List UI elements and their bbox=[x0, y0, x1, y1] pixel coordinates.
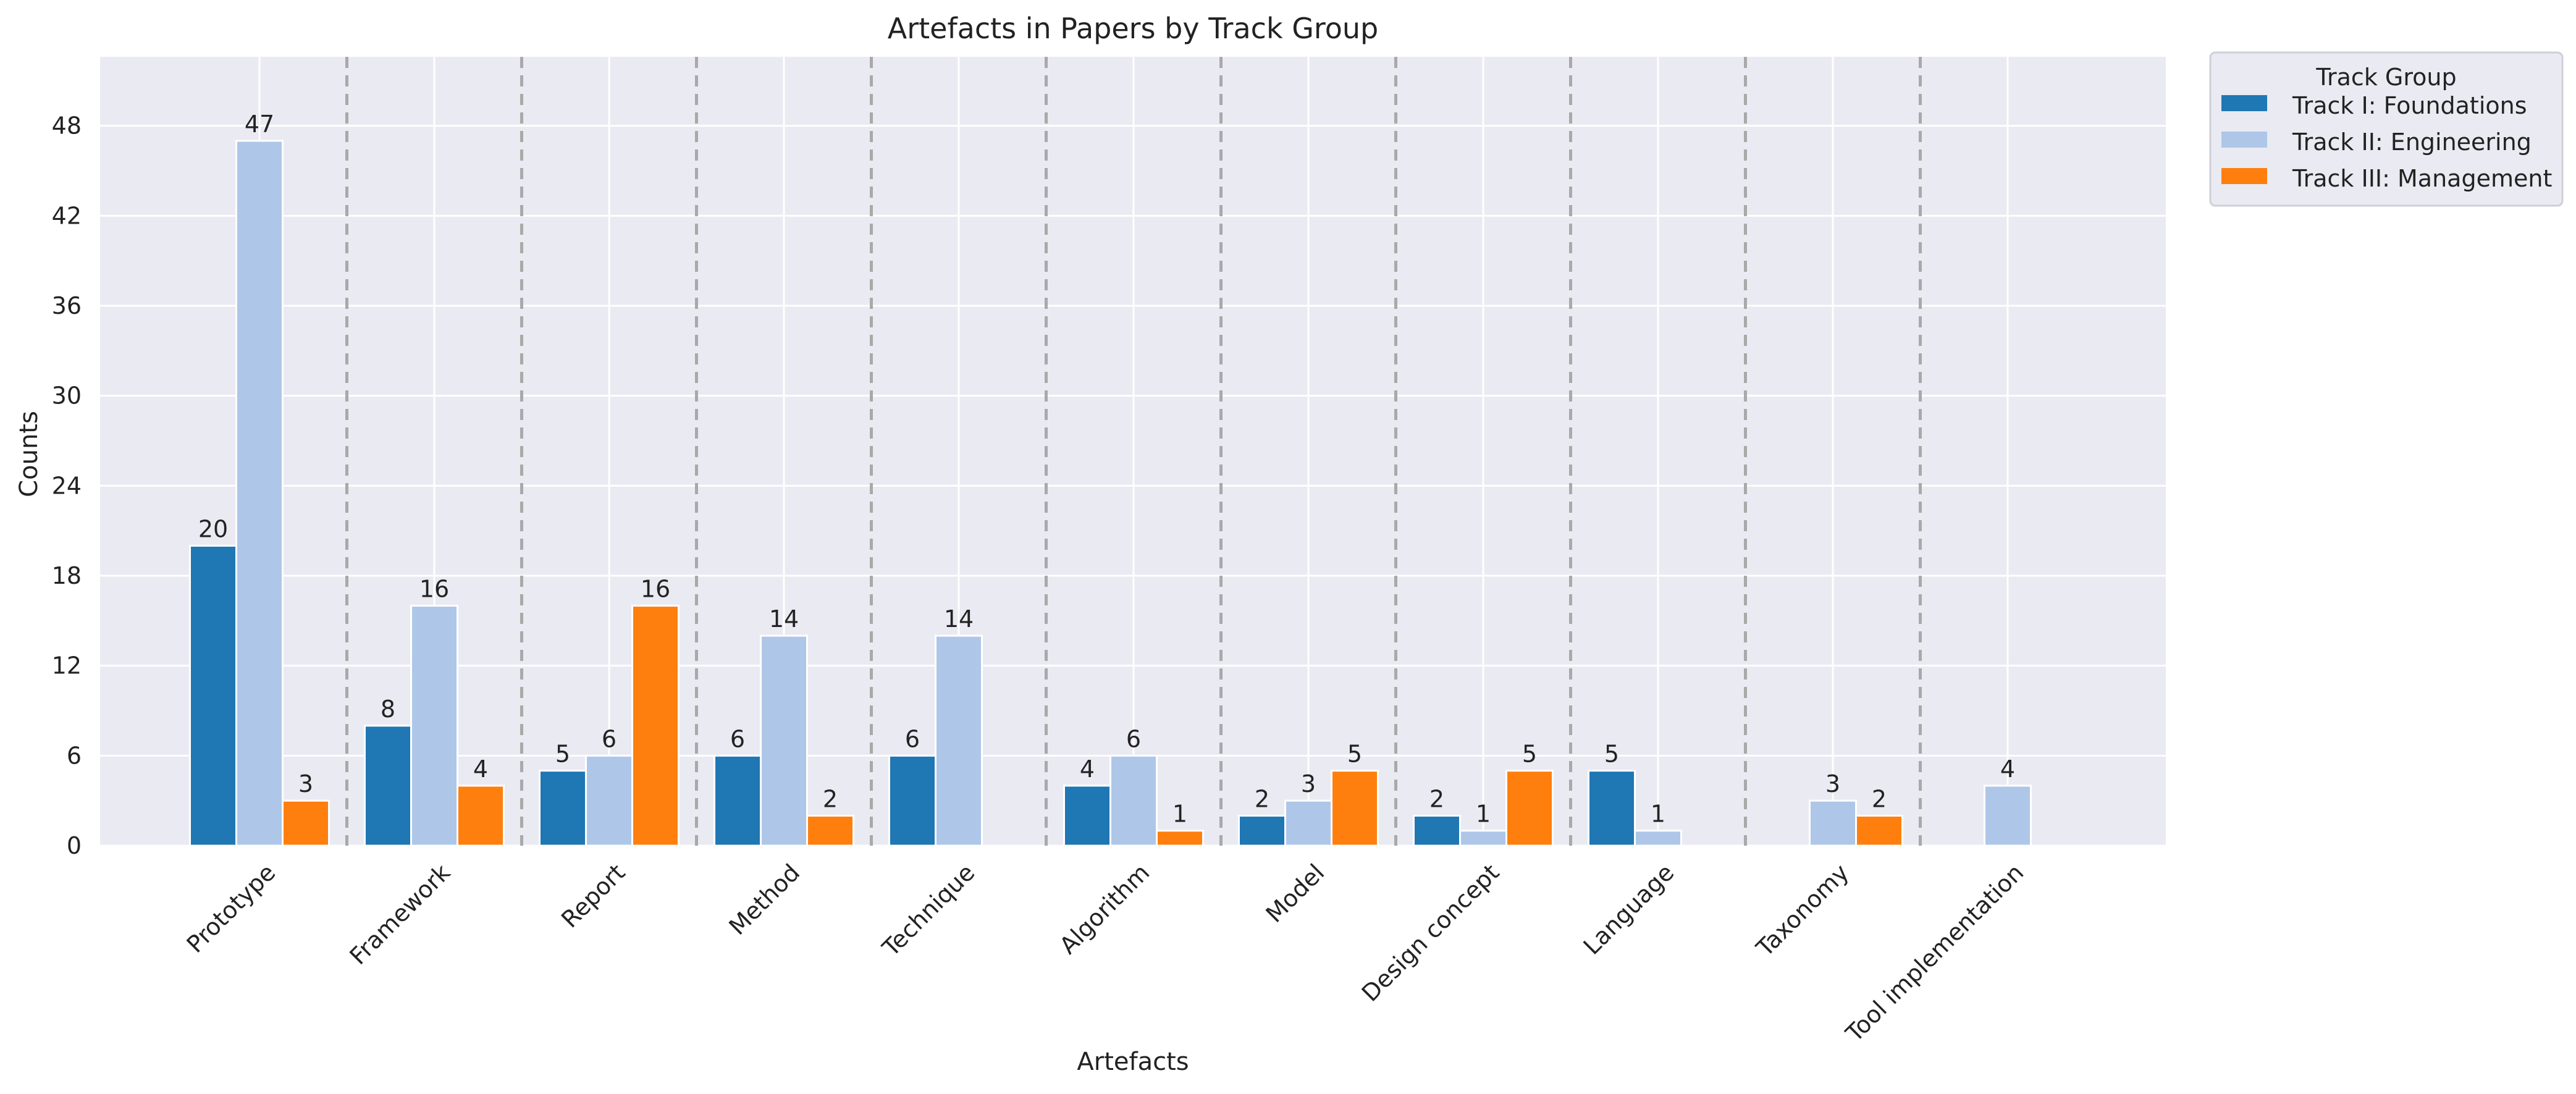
x-axis-ticks: Prototype Framework Report Method Technique A… bbox=[182, 859, 2029, 1047]
bar bbox=[806, 814, 854, 847]
bar-value-label: 14 bbox=[769, 605, 799, 633]
y-tick-label: 48 bbox=[52, 112, 82, 140]
bar bbox=[1284, 799, 1332, 847]
bar bbox=[235, 140, 284, 847]
bar bbox=[1588, 770, 1636, 847]
x-tick-label: Prototype bbox=[182, 859, 281, 958]
bar bbox=[1331, 770, 1379, 847]
x-tick-label: Framework bbox=[345, 859, 456, 970]
y-tick-label: 12 bbox=[52, 652, 82, 680]
x-axis-label: Artefacts bbox=[1077, 1048, 1189, 1076]
bar-labels: 20 8 5 6 6 4 2 2 5 47 16 6 14 14 6 3 1 1 3 4 3 4 16 2 1 5 5 2 bbox=[198, 111, 2015, 828]
bar-value-label: 5 bbox=[1522, 741, 1537, 768]
bar bbox=[1809, 799, 1857, 847]
y-tick-label: 42 bbox=[52, 202, 82, 229]
bar-value-label: 5 bbox=[555, 741, 570, 768]
y-tick-label: 6 bbox=[67, 742, 82, 769]
bar bbox=[189, 544, 237, 847]
legend-entry: Track I: Foundations bbox=[2292, 92, 2527, 119]
bar bbox=[1063, 785, 1111, 847]
bar bbox=[760, 634, 808, 847]
bar bbox=[1109, 754, 1158, 847]
bar-value-label: 2 bbox=[823, 785, 838, 812]
legend-swatch bbox=[2221, 168, 2267, 184]
bar-value-label: 1 bbox=[1651, 801, 1665, 828]
bar-value-label: 6 bbox=[905, 725, 920, 752]
bar-value-label: 14 bbox=[944, 605, 974, 633]
bar bbox=[1238, 814, 1286, 847]
bar bbox=[1156, 830, 1204, 847]
bar bbox=[1634, 830, 1682, 847]
bar-value-label: 5 bbox=[1604, 741, 1619, 768]
bar-value-label: 1 bbox=[1172, 801, 1187, 828]
bar bbox=[631, 605, 680, 847]
legend-swatch bbox=[2221, 132, 2267, 148]
bar-value-label: 3 bbox=[1825, 770, 1840, 797]
y-tick-label: 36 bbox=[52, 292, 82, 319]
x-tick-label: Technique bbox=[877, 859, 980, 962]
chart-title: Artefacts in Papers by Track Group bbox=[888, 12, 1379, 45]
x-tick-label: Language bbox=[1578, 859, 1680, 960]
bar-value-label: 8 bbox=[381, 696, 395, 723]
bars bbox=[189, 140, 2032, 847]
x-tick-label: Algorithm bbox=[1054, 859, 1155, 959]
y-axis-ticks: 0 6 12 18 24 30 36 42 48 bbox=[52, 112, 82, 859]
y-axis-label: Counts bbox=[15, 411, 43, 497]
bar-value-label: 16 bbox=[419, 576, 449, 603]
bar bbox=[935, 634, 983, 847]
bar-value-label: 16 bbox=[641, 576, 670, 603]
x-tick-label: Model bbox=[1261, 859, 1330, 928]
bar bbox=[888, 754, 937, 847]
bar-value-label: 2 bbox=[1429, 785, 1444, 812]
x-tick-label: Design concept bbox=[1357, 859, 1505, 1007]
bar bbox=[282, 799, 330, 847]
bar-value-label: 2 bbox=[1872, 785, 1887, 812]
bar bbox=[585, 754, 633, 847]
bar-value-label: 5 bbox=[1347, 741, 1362, 768]
legend: Track Group Track I: Foundations Track II… bbox=[2209, 51, 2564, 207]
bar bbox=[1505, 770, 1554, 847]
x-tick-label: Report bbox=[556, 859, 630, 933]
bar bbox=[1855, 814, 1903, 847]
bar bbox=[1984, 785, 2032, 847]
bar-value-label: 6 bbox=[1126, 725, 1141, 752]
y-tick-label: 30 bbox=[52, 382, 82, 410]
x-tick-label: Tool implementation bbox=[1840, 859, 2029, 1047]
bar-value-label: 4 bbox=[1080, 755, 1095, 783]
x-tick-label: Taxonomy bbox=[1751, 859, 1854, 962]
bar-value-label: 6 bbox=[730, 725, 745, 752]
group-separators bbox=[345, 57, 1922, 846]
bar bbox=[539, 770, 587, 847]
bar bbox=[713, 754, 762, 847]
bar bbox=[410, 605, 458, 847]
bar-value-label: 2 bbox=[1255, 785, 1269, 812]
legend-entry: Track II: Engineering bbox=[2292, 128, 2532, 156]
bar-value-label: 4 bbox=[2000, 755, 2015, 783]
bar bbox=[457, 785, 505, 847]
legend-title: Track Group bbox=[2315, 64, 2456, 91]
bar bbox=[1459, 830, 1507, 847]
y-tick-label: 0 bbox=[67, 832, 82, 859]
bar-value-label: 20 bbox=[198, 515, 228, 542]
y-tick-label: 18 bbox=[52, 562, 82, 589]
bar-value-label: 4 bbox=[473, 755, 488, 783]
bar bbox=[1413, 814, 1461, 847]
bar-value-label: 3 bbox=[1301, 770, 1316, 797]
bar-value-label: 47 bbox=[245, 111, 274, 138]
bar-value-label: 6 bbox=[602, 725, 617, 752]
bar-value-label: 1 bbox=[1476, 801, 1491, 828]
y-tick-label: 24 bbox=[52, 472, 82, 499]
legend-frame bbox=[2209, 51, 2564, 207]
bar-value-label: 3 bbox=[298, 770, 313, 797]
x-tick-label: Method bbox=[723, 859, 805, 940]
legend-entry: Track III: Management bbox=[2292, 165, 2552, 192]
legend-swatch bbox=[2221, 95, 2267, 111]
bar bbox=[364, 725, 412, 847]
